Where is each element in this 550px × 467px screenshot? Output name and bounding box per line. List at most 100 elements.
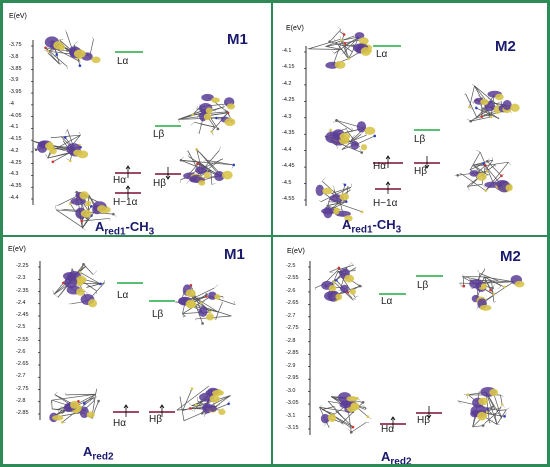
axis-tick-label: -4.25 (282, 97, 295, 104)
axis-tick-label: -3.8 (9, 53, 19, 60)
molecule-orbital-image (44, 29, 101, 70)
caption-tail-subscript: 3 (148, 226, 155, 238)
caption-subscript: red1 (351, 224, 373, 236)
axis-tick-label: -2.25 (16, 263, 29, 269)
molecule-orbital-image (324, 119, 377, 154)
axis-tick-label: -4.4 (9, 195, 19, 201)
molecule-orbital-image (178, 93, 236, 136)
species-caption: Ared2 (381, 449, 412, 467)
caption-main: A (83, 444, 93, 459)
spin-arrow-head (123, 404, 129, 409)
axis-tick-label: -2.95 (286, 375, 299, 382)
energy-axis-label: E(eV) (286, 25, 304, 32)
species-caption: Ared2 (83, 444, 114, 463)
axis-tick-label: -4.55 (282, 196, 295, 202)
molecule-orbital-image (457, 387, 510, 428)
axis-tick-label: -4.2 (282, 80, 292, 87)
caption-tail: -CH (372, 217, 396, 232)
molecule-orbital-image (175, 284, 236, 325)
orbital-label: Hβ (149, 414, 162, 425)
energy-axis-label: E(eV) (287, 248, 305, 255)
axis-tick-label: -2.65 (286, 300, 299, 307)
axis-tick-label: -3.75 (9, 42, 22, 48)
orbital-label: Lβ (153, 129, 165, 140)
molecule-orbital-image (32, 129, 89, 164)
axis-tick-label: -4.1 (9, 124, 19, 131)
spin-arrow-head (125, 165, 131, 170)
molecule-orbital-image (454, 149, 513, 193)
spin-arrow-head (165, 175, 171, 180)
orbital-label: Hβ (153, 178, 166, 189)
caption-main: A (381, 449, 391, 464)
axis-tick-label: -4.35 (282, 130, 295, 137)
molecule-orbital-image (176, 385, 231, 422)
axis-tick-label: -2.8 (16, 397, 26, 404)
caption-main: A (95, 219, 105, 234)
axis-tick-label: -4.5 (282, 179, 292, 186)
caption-subscript: red1 (104, 226, 126, 238)
orbital-label: Hα (113, 175, 127, 186)
axis-tick-label: -4.15 (9, 136, 22, 143)
axis-tick-label: -4.1 (282, 48, 292, 54)
axis-tick-label: -4.15 (282, 64, 295, 71)
spin-arrow-head (424, 164, 430, 169)
orbital-label: Hα (373, 161, 387, 172)
caption-subscript: red2 (390, 456, 412, 467)
axis-tick-label: -2.5 (16, 324, 26, 331)
spin-arrow-head (385, 155, 391, 160)
axis-tick-label: -2.45 (16, 312, 29, 318)
orbital-label: Hβ (417, 415, 430, 426)
axis-tick-label: -3.05 (286, 400, 299, 407)
molecule-orbital-image (464, 83, 520, 124)
axis-tick-label: -2.6 (16, 348, 26, 355)
axis-tick-label: -4.2 (9, 147, 19, 154)
model-label: M2 (495, 38, 516, 55)
energy-axis-label: E(eV) (8, 246, 26, 253)
axis-tick-label: -3.95 (9, 89, 22, 96)
horizontal-divider (3, 235, 547, 237)
orbital-label: H−1α (373, 198, 398, 209)
axis-tick-label: -4.45 (282, 163, 295, 170)
orbital-label: Lα (117, 290, 129, 301)
axis-tick-label: -2.8 (286, 337, 296, 344)
model-label: M1 (224, 246, 245, 263)
axis-tick-label: -2.3 (16, 275, 26, 282)
molecule-orbital-image (315, 177, 364, 222)
spin-arrow-head (125, 185, 131, 190)
axis-tick-label: -4.25 (9, 159, 22, 166)
orbital-label: Hα (381, 424, 395, 435)
caption-tail-subscript: 3 (395, 224, 402, 236)
spin-arrow-head (390, 416, 396, 421)
orbital-label: Lα (376, 49, 388, 60)
molecule-orbital-image (54, 190, 117, 231)
orbital-label: Lα (381, 296, 393, 307)
orbital-label: Lβ (414, 134, 426, 145)
spin-arrow-head (159, 404, 165, 409)
axis-tick-label: -2.6 (286, 287, 296, 294)
axis-tick-label: -2.7 (16, 373, 26, 380)
caption-subscript: red2 (92, 451, 114, 463)
model-label: M1 (227, 31, 248, 48)
caption-main: A (342, 217, 352, 232)
axis-tick-label: -2.5 (286, 263, 296, 269)
axis-tick-label: -2.7 (286, 312, 296, 319)
molecule-orbital-image (49, 388, 100, 424)
spin-arrow-head (385, 181, 391, 186)
axis-tick-label: -2.35 (16, 287, 29, 294)
molecule-orbital-image (304, 26, 373, 69)
model-label: M2 (500, 248, 521, 265)
axis-tick-label: -3.15 (286, 425, 299, 431)
orbital-label: Lβ (417, 280, 429, 291)
orbital-label: H−1α (113, 197, 138, 208)
vertical-divider (271, 3, 273, 464)
axis-tick-label: -2.75 (286, 325, 299, 332)
axis-tick-label: -2.85 (286, 350, 299, 357)
energy-axis-label: E(eV) (9, 13, 27, 20)
orbital-label: Lα (117, 56, 129, 67)
spin-arrow-head (426, 414, 432, 419)
orbital-label: Hβ (414, 166, 427, 177)
molecule-orbital-image (179, 146, 236, 186)
axis-tick-label: -2.65 (16, 361, 29, 367)
axis-tick-label: -4.3 (282, 113, 292, 120)
